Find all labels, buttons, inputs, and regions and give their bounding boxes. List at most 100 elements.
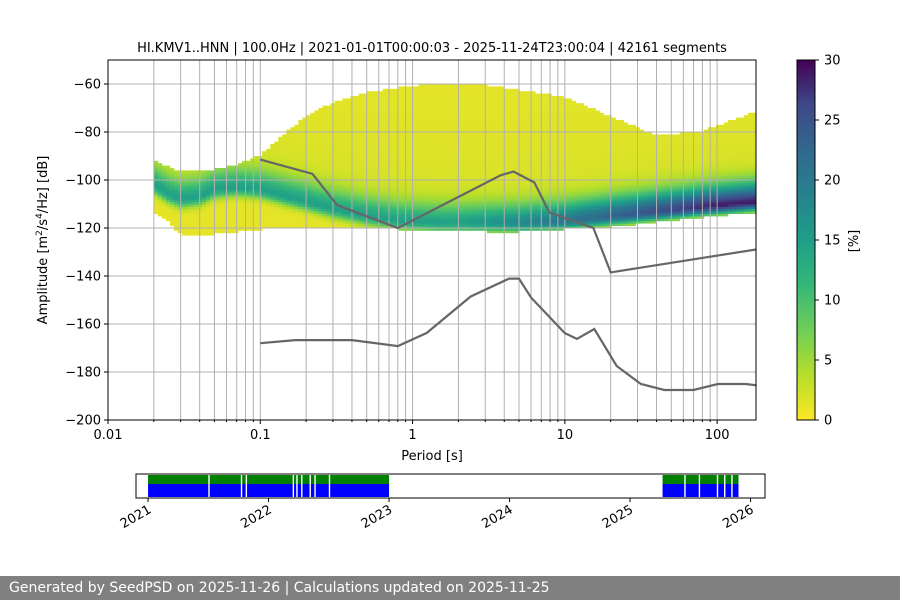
heat-cell (173, 170, 179, 174)
heat-cell (406, 156, 412, 159)
heat-cell (450, 153, 456, 157)
heat-cell (370, 192, 376, 195)
heat-cell (382, 132, 388, 135)
heat-cell (314, 124, 319, 128)
heat-cell (326, 206, 331, 210)
heat-cell (334, 115, 339, 118)
heat-cell (479, 194, 484, 198)
heat-cell (535, 132, 540, 135)
heat-cell (454, 204, 460, 207)
heat-cell (430, 136, 436, 140)
heat-cell (470, 122, 476, 126)
heat-cell (507, 153, 512, 157)
heat-cell (326, 124, 331, 128)
heat-cell (358, 146, 363, 150)
heat-cell (511, 187, 516, 190)
heat-cell (450, 112, 456, 116)
heat-cell (479, 103, 484, 106)
heat-cell (398, 122, 404, 126)
heat-cell (206, 187, 211, 190)
heat-cell (487, 120, 492, 123)
heat-cell (543, 206, 548, 210)
heat-cell (543, 199, 548, 202)
heat-cell (450, 180, 456, 183)
heat-cell (338, 156, 343, 159)
heat-cell (338, 213, 343, 217)
heat-cell (326, 129, 331, 133)
heat-cell (414, 228, 420, 231)
heat-cell (342, 165, 347, 169)
heat-cell (169, 168, 175, 171)
heat-cell (302, 136, 307, 140)
chart-title: HI.KMV1..HNN | 100.0Hz | 2021-01-01T00:0… (137, 41, 727, 56)
heat-cell (535, 141, 540, 145)
heat-cell (358, 112, 363, 116)
heat-cell (310, 196, 315, 200)
heat-cell (499, 184, 504, 188)
heat-cell (406, 175, 412, 178)
heat-cell (358, 180, 363, 183)
heat-cell (378, 170, 384, 174)
heat-cell (470, 158, 476, 162)
heat-cell (302, 160, 307, 164)
heat-cell (479, 204, 484, 207)
heat-cell (314, 180, 319, 183)
heat-cell (535, 100, 540, 104)
heat-cell (218, 208, 223, 212)
heat-cell (430, 201, 436, 205)
heat-cell (434, 223, 440, 226)
heat-cell (362, 103, 367, 106)
heat-cell (398, 134, 404, 138)
heat-cell (507, 91, 512, 94)
heat-cell (414, 208, 420, 212)
heat-cell (503, 136, 508, 140)
heat-cell (418, 148, 424, 152)
heat-cell (270, 216, 275, 219)
heat-cell (310, 199, 315, 202)
heat-cell (487, 196, 492, 200)
heat-cell (426, 132, 432, 135)
heat-cell (342, 177, 347, 181)
heat-cell (567, 129, 572, 133)
heat-cell (262, 156, 267, 159)
heat-cell (462, 132, 468, 135)
heat-cell (270, 151, 275, 154)
heat-cell (466, 172, 472, 176)
heat-cell (474, 194, 480, 198)
heat-cell (206, 218, 211, 222)
heat-cell (322, 120, 327, 123)
heat-cell (462, 160, 468, 164)
heat-cell (434, 86, 440, 90)
heat-cell (519, 98, 524, 102)
heat-cell (334, 196, 339, 200)
heat-cell (270, 184, 275, 188)
heat-cell (382, 112, 388, 116)
heat-cell (161, 201, 167, 205)
heat-cell (527, 151, 532, 154)
heat-cell (474, 206, 480, 210)
heat-cell (462, 112, 468, 116)
heat-cell (346, 175, 351, 178)
heat-cell (563, 156, 568, 159)
heat-cell (531, 182, 536, 186)
heat-cell (466, 208, 472, 212)
heat-cell (426, 216, 432, 219)
heat-cell (418, 163, 424, 166)
heat-cell (338, 194, 343, 198)
heat-cell (394, 189, 400, 193)
heat-cell (382, 163, 388, 166)
heat-cell (398, 124, 404, 128)
heat-cell (270, 175, 275, 178)
heat-cell (402, 163, 408, 166)
heat-cell (442, 86, 448, 90)
heat-cell (189, 194, 195, 198)
heat-cell (543, 120, 548, 123)
heat-cell (466, 151, 472, 154)
heat-cell (422, 216, 428, 219)
heat-cell (418, 196, 424, 200)
heat-cell (238, 208, 243, 212)
heat-cell (438, 223, 444, 226)
heat-cell (466, 148, 472, 152)
heat-cell (302, 151, 307, 154)
heat-cell (402, 134, 408, 138)
